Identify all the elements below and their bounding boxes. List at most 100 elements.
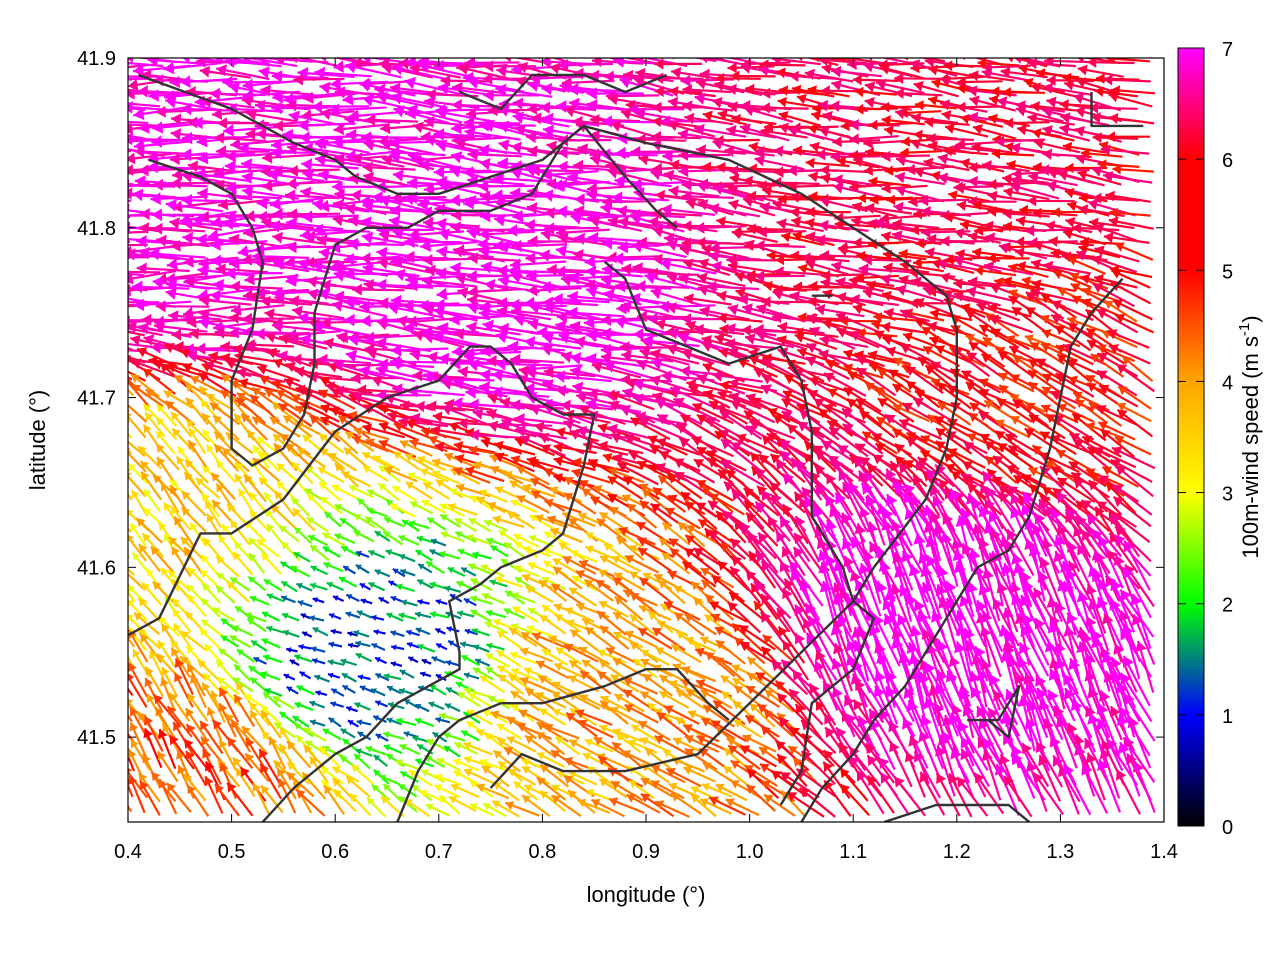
wind-arrow	[496, 65, 550, 79]
wind-arrow	[1106, 131, 1151, 142]
y-tick-label: 41.6	[77, 557, 116, 579]
wind-arrow	[301, 158, 359, 171]
wind-arrow	[880, 101, 925, 113]
wind-arrow	[128, 152, 177, 165]
wind-arrow	[128, 169, 130, 172]
wind-arrow	[196, 134, 254, 148]
wind-arrow	[852, 74, 899, 86]
wind-arrow	[700, 58, 749, 67]
wind-arrow	[1027, 112, 1075, 126]
wind-arrow	[943, 60, 989, 72]
colorbar-tick-label: 1	[1222, 706, 1233, 728]
wind-arrow	[128, 376, 133, 381]
wind-arrow	[380, 122, 433, 135]
wind-arrow	[302, 91, 358, 104]
wind-arrow	[1015, 105, 1064, 123]
wind-arrow	[611, 191, 670, 205]
wind-arrow	[299, 131, 357, 144]
wind-arrow	[879, 64, 925, 80]
wind-arrow	[620, 108, 670, 127]
wind-arrow	[956, 101, 1004, 113]
wind-arrow	[318, 169, 375, 185]
wind-arrow	[351, 152, 405, 168]
wind-arrow	[512, 111, 570, 128]
wind-arrow	[787, 125, 837, 143]
wind-arrow	[863, 164, 910, 176]
wind-arrow	[246, 108, 298, 123]
wind-arrow	[391, 62, 448, 81]
wind-arrow	[128, 77, 149, 81]
y-tick-label: 41.7	[77, 388, 116, 410]
wind-arrow	[128, 199, 132, 202]
wind-arrow	[214, 58, 270, 65]
wind-arrow	[557, 59, 614, 72]
wind-arrow	[419, 159, 476, 172]
x-tick-label: 1.4	[1150, 841, 1178, 863]
wind-arrow	[128, 330, 135, 334]
wind-arrow	[1002, 173, 1050, 185]
colorbar: 0 1 2 3 4 5 6 7 100m-wind speed (m s-1)	[1177, 39, 1263, 839]
wind-arrow	[693, 123, 747, 138]
wind-arrow	[1042, 125, 1091, 142]
wind-arrow	[223, 124, 281, 137]
wind-arrow	[610, 120, 660, 139]
wind-arrow	[730, 70, 776, 82]
colorbar-tick-label: 0	[1222, 817, 1233, 839]
wind-arrow	[854, 103, 899, 115]
wind-arrow	[290, 58, 342, 68]
wind-arrow	[286, 177, 341, 190]
wind-arrow	[128, 106, 146, 112]
wind-arrow	[972, 124, 1017, 140]
wind-arrow	[778, 111, 822, 127]
wind-arrow	[477, 180, 535, 193]
x-tick-label: 0.8	[528, 841, 556, 863]
wind-arrow	[804, 68, 854, 83]
wind-arrow	[216, 145, 270, 158]
x-axis-label: longitude (°)	[587, 882, 706, 907]
wind-arrow	[147, 58, 205, 67]
wind-arrow	[224, 160, 283, 173]
wind-arrow	[928, 64, 973, 78]
wind-arrow	[619, 76, 674, 97]
wind-arrow	[854, 86, 897, 98]
wind-arrow	[542, 124, 600, 140]
wind-arrow	[128, 346, 133, 351]
wind-vectors	[128, 58, 1156, 818]
wind-arrow	[777, 96, 821, 109]
wind-arrow	[406, 104, 463, 124]
wind-arrow	[667, 120, 716, 138]
wind-arrow	[894, 87, 943, 99]
wind-arrow	[1112, 164, 1154, 175]
x-tick-label: 1.1	[839, 841, 867, 863]
wind-arrow	[128, 170, 146, 175]
wind-arrow	[262, 151, 315, 164]
wind-arrow	[128, 61, 164, 68]
wind-arrow	[981, 160, 1030, 173]
wind-arrow	[230, 138, 285, 151]
wind-arrow	[380, 138, 435, 155]
wind-arrow	[913, 81, 959, 98]
wind-arrow	[128, 776, 131, 782]
x-tick-label: 0.9	[632, 841, 660, 863]
wind-arrow	[483, 89, 540, 102]
wind-arrow	[1031, 128, 1075, 142]
colorbar-tick-label: 6	[1222, 150, 1233, 172]
wind-arrow	[376, 91, 433, 109]
x-tick-label: 0.4	[114, 841, 142, 863]
wind-arrow	[881, 115, 925, 126]
wind-arrow	[1077, 64, 1124, 78]
wind-arrow	[968, 70, 1015, 82]
wind-arrow	[409, 63, 461, 79]
wind-arrow	[541, 82, 599, 96]
x-tick-label: 1.3	[1046, 841, 1074, 863]
wind-arrow	[365, 114, 419, 126]
wind-arrow	[333, 123, 388, 136]
wind-arrow	[128, 270, 130, 273]
colorbar-label-end: )	[1238, 315, 1263, 322]
wind-arrow	[868, 119, 914, 131]
wind-arrow	[224, 58, 282, 68]
wind-arrow	[968, 161, 1016, 173]
colorbar-label-sup: -1	[1236, 323, 1253, 336]
wind-arrow	[293, 73, 345, 86]
wind-arrow	[228, 81, 286, 98]
